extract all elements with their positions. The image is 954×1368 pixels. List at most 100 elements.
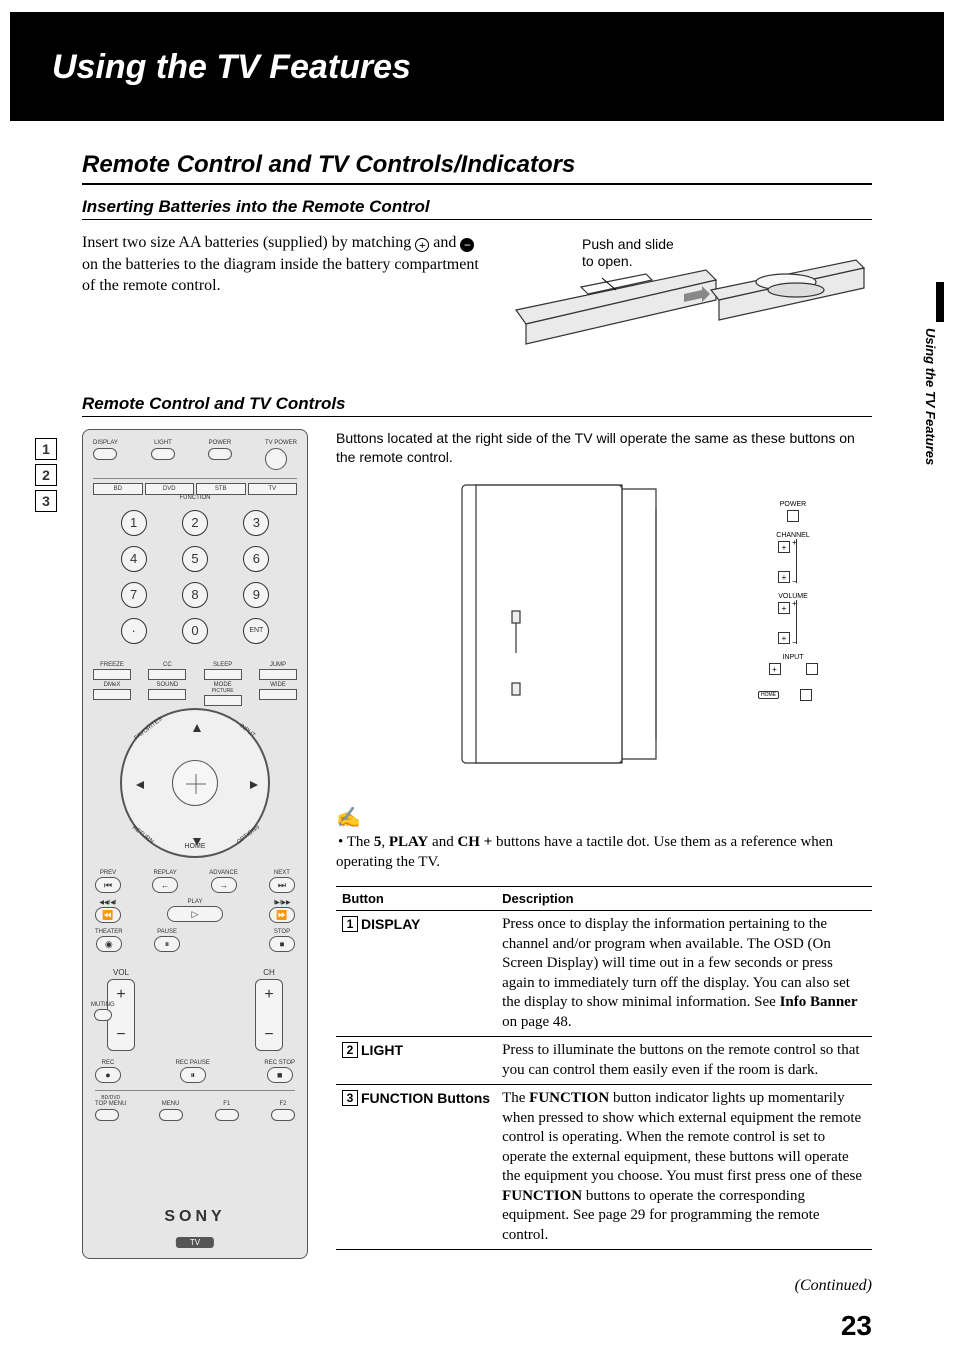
section-title: Remote Control and TV Controls/Indicator…	[82, 151, 872, 185]
fn-label: FUNCTION	[83, 495, 307, 501]
callout-1: 1	[35, 438, 57, 460]
table-row: 2LIGHT Press to illuminate the buttons o…	[336, 1037, 872, 1085]
mid-dmex: DMeX	[104, 682, 121, 688]
fn-stb: STB	[196, 483, 246, 495]
row2-num: 2	[342, 1042, 358, 1058]
tr-play-lbl: PLAY	[121, 899, 269, 905]
mid-freeze: FREEZE	[100, 662, 124, 668]
mid-sound: SOUND	[156, 682, 178, 688]
fn-bd: BD	[93, 483, 143, 495]
tr-advance: ADVANCE	[209, 870, 238, 876]
tv-power-btn	[787, 510, 799, 522]
dpad: FAVORITES INPUT RETURN OPTIONS HOME	[120, 708, 270, 858]
mid-sleep: SLEEP	[213, 662, 232, 668]
note-p0: The	[347, 834, 374, 850]
rec-pause: REC PAUSE	[176, 1060, 210, 1066]
fn-tv: TV	[248, 483, 298, 495]
note-p2: ,	[381, 834, 389, 850]
rbtn-tvpower	[265, 448, 287, 470]
muting: MUTING	[91, 1002, 115, 1021]
tv-badge: TV	[176, 1237, 214, 1248]
rbtn-display	[93, 448, 117, 460]
muting-lbl: MUTING	[91, 1002, 115, 1008]
row2-name: LIGHT	[361, 1042, 403, 1058]
row1-d1: Info Banner	[780, 994, 858, 1010]
table-row: 1DISPLAY Press once to display the infor…	[336, 911, 872, 1037]
push-l2: to open.	[582, 253, 633, 269]
row1-name: DISPLAY	[361, 916, 420, 932]
note-icon: ✍	[336, 807, 361, 829]
row1-d2: on page 48.	[502, 1014, 572, 1030]
note-p5: CH +	[457, 834, 492, 850]
battery-text-2: and	[429, 234, 460, 251]
row1-num: 1	[342, 916, 358, 932]
tv-panel: POWER CHANNEL + + − +	[758, 501, 828, 713]
num-7: 7	[121, 582, 147, 608]
rbtn-display-label: DISPLAY	[93, 440, 118, 446]
brand-logo: SONY	[83, 1208, 307, 1226]
battery-text-1: Insert two size AA batteries (supplied) …	[82, 234, 415, 251]
th-desc: Description	[496, 887, 872, 911]
tr-stop: STOP	[269, 929, 295, 935]
rbtn-power-label: POWER	[208, 440, 232, 446]
minus-icon: −	[460, 238, 474, 252]
rbtn-tvpower-label: TV POWER	[265, 440, 297, 446]
right-intro: Buttons located at the right side of the…	[336, 429, 872, 467]
side-tab: Using the TV Features	[918, 282, 944, 482]
tr-theater: THEATER	[95, 929, 123, 935]
note-p4: and	[428, 834, 457, 850]
num-6: 6	[243, 546, 269, 572]
remote-figure: 1 2 3 DISPLAY LIGHT POWER TV POWER BD DV…	[82, 429, 308, 1259]
num-1: 1	[121, 510, 147, 536]
num-9: 9	[243, 582, 269, 608]
continued: (Continued)	[0, 1277, 954, 1295]
tv-side-figure: POWER CHANNEL + + − +	[456, 479, 852, 789]
row3-num: 3	[342, 1090, 358, 1106]
remote-battery-svg	[500, 232, 872, 382]
tr-next: NEXT	[269, 870, 295, 876]
side-tab-text: Using the TV Features	[923, 328, 938, 465]
battery-text-3: on the batteries to the diagram inside t…	[82, 256, 479, 295]
table-row: 3FUNCTION Buttons The FUNCTION button in…	[336, 1085, 872, 1250]
num-dot: ·	[121, 618, 147, 644]
tv-home-lbl: HOME	[758, 691, 779, 699]
note-bullet: •	[338, 834, 347, 850]
subsection-battery-title: Inserting Batteries into the Remote Cont…	[82, 197, 872, 220]
subsection-remote-title: Remote Control and TV Controls	[82, 394, 872, 417]
bot-f1: F1	[215, 1101, 239, 1107]
chapter-title: Using the TV Features	[52, 48, 944, 87]
th-button: Button	[336, 887, 496, 911]
bot-menu: MENU	[159, 1101, 183, 1107]
side-tab-marker	[936, 282, 944, 322]
mid-jump: JUMP	[270, 662, 286, 668]
row3-d1: FUNCTION	[529, 1090, 609, 1106]
rec: REC	[95, 1060, 121, 1066]
push-l1: Push and slide	[582, 236, 674, 252]
num-0: 0	[182, 618, 208, 644]
num-2: 2	[182, 510, 208, 536]
chapter-banner: Using the TV Features	[10, 12, 944, 121]
rbtn-light	[151, 448, 175, 460]
rec-stop: REC STOP	[264, 1060, 295, 1066]
callout-2: 2	[35, 464, 57, 486]
button-table: Button Description 1DISPLAY Press once t…	[336, 886, 872, 1250]
battery-text: Insert two size AA batteries (supplied) …	[82, 232, 482, 297]
note-p3: PLAY	[389, 834, 428, 850]
fn-dvd: DVD	[145, 483, 195, 495]
bot-topmenu: TOP MENU	[95, 1101, 126, 1107]
ch-rocker: +−	[255, 979, 283, 1051]
mid-wide: WIDE	[270, 682, 286, 688]
mid-picture: PICTURE	[212, 688, 234, 694]
numpad: 1 2 3 4 5 6 7 8 9 · 0 ENT	[111, 510, 279, 644]
push-slide-label: Push and slide to open.	[582, 236, 674, 270]
bot-f2: F2	[271, 1101, 295, 1107]
vol-label: VOL	[107, 968, 135, 977]
page-number: 23	[841, 1310, 872, 1342]
tv-power-lbl: POWER	[758, 501, 828, 508]
tv-input-lbl: INPUT	[758, 654, 828, 661]
battery-figure: Push and slide to open.	[500, 232, 872, 382]
num-8: 8	[182, 582, 208, 608]
row3-d3: FUNCTION	[502, 1188, 582, 1204]
tr-replay: REPLAY	[152, 870, 178, 876]
tr-pause: PAUSE	[154, 929, 180, 935]
